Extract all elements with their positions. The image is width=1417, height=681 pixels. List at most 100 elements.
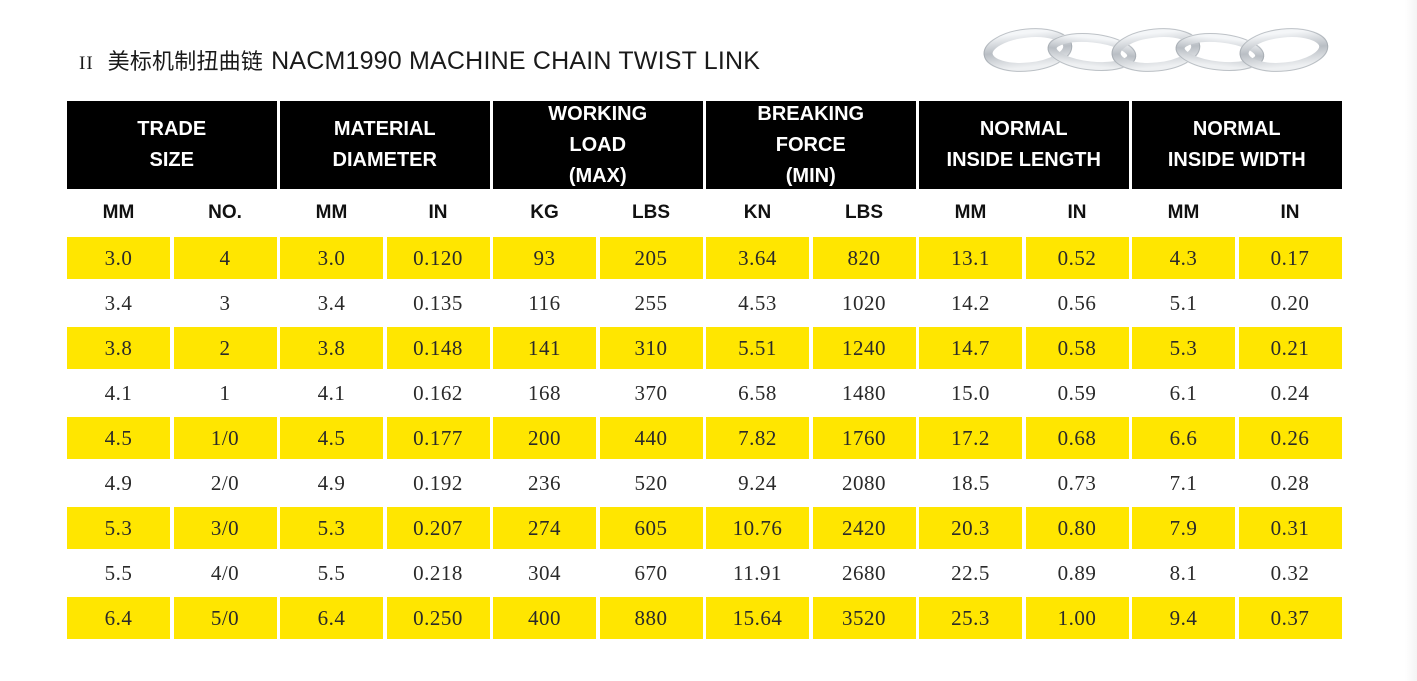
table-cell: 5.3 (67, 507, 170, 549)
table-cell: 3.0 (67, 237, 170, 279)
table-cell: 4.5 (280, 417, 383, 459)
table-cell: 14.7 (919, 327, 1022, 369)
table-cell: 3520 (812, 597, 916, 639)
table-cell: 2 (173, 327, 277, 369)
table-cell: 4.1 (104, 380, 133, 405)
table-cell: 0.58 (1025, 327, 1129, 369)
table-cell: 5.5 (317, 560, 346, 585)
table-cell: 370 (634, 380, 668, 405)
table-cell: 440 (599, 417, 703, 459)
table-cell: 0.80 (1025, 507, 1129, 549)
header-line: NORMAL (1192, 118, 1281, 140)
table-cell: 0.20 (1270, 290, 1310, 315)
chain-link-outline (1047, 33, 1137, 71)
table-cell: 0.177 (386, 417, 490, 459)
header-line: BREAKING (757, 102, 865, 125)
table-cell: 3.0 (280, 237, 383, 279)
unit-header: IN (1067, 202, 1087, 223)
table-cell: 0.250 (386, 597, 490, 639)
page-title: II 美标机制扭曲链 NACM1990 MACHINE CHAIN TWIST LI… (79, 44, 760, 76)
table-cell: 17.2 (919, 417, 1022, 459)
table-cell: 1/0 (173, 417, 277, 459)
table-cell: 3.8 (67, 327, 170, 369)
table-cell: 1.00 (1025, 597, 1129, 639)
table-cell: 4 (173, 237, 277, 279)
table-cell: 0.89 (1057, 560, 1097, 585)
table-cell: 0.21 (1238, 327, 1342, 369)
page-edge-shadow (1405, 0, 1417, 681)
table-cell: 0.218 (413, 560, 463, 585)
header-line: SIZE (149, 149, 194, 171)
unit-header: NO. (208, 202, 242, 223)
table-cell: 20.3 (919, 507, 1022, 549)
table-cell: 880 (599, 597, 703, 639)
table-cell: 200 (493, 417, 596, 459)
table-cell: 9.4 (1132, 597, 1235, 639)
table-cell: 4/0 (210, 560, 240, 585)
table-cell: 5.1 (1169, 290, 1198, 315)
header-line: (MAX) (568, 164, 627, 187)
header-group: NORMAL INSIDE LENGTH (919, 101, 1129, 189)
table-cell: 0.192 (413, 470, 463, 495)
chain-link-outline (983, 28, 1073, 72)
table-cell: 0.162 (413, 380, 463, 405)
chain-link (1111, 28, 1201, 72)
header-line: NORMAL (979, 118, 1068, 140)
table-cell: 3.4 (317, 290, 346, 315)
unit-header: IN (428, 202, 448, 223)
table-cell: 6.1 (1169, 380, 1198, 405)
table-cell: 15.64 (706, 597, 809, 639)
table-cell: 2680 (842, 560, 886, 585)
unit-header: KN (743, 202, 772, 223)
table-cell: 9.24 (738, 470, 777, 495)
unit-header: KG (530, 202, 559, 223)
table-cell: 820 (812, 237, 916, 279)
header-line: DIAMETER (332, 149, 437, 171)
table-cell: 0.52 (1025, 237, 1129, 279)
unit-header: LBS (632, 202, 670, 223)
table-cell: 168 (528, 380, 561, 405)
header-group: WORKING LOAD (MAX) (493, 101, 703, 189)
table-cell: 18.5 (951, 470, 990, 495)
header-line: WORKING (548, 102, 648, 125)
table-cell: 255 (634, 290, 668, 315)
table-cell: 0.68 (1025, 417, 1129, 459)
table-cell: 670 (634, 560, 668, 585)
table-cell: 5.3 (1132, 327, 1235, 369)
header-group: TRADE SIZE (67, 101, 277, 189)
table-cell: 0.207 (386, 507, 490, 549)
table-cell: 6.58 (738, 380, 777, 405)
table-cell: 1 (219, 380, 231, 405)
table-cell: 7.9 (1132, 507, 1235, 549)
table-cell: 5.3 (280, 507, 383, 549)
table-cell: 4.9 (104, 470, 133, 495)
table-cell: 4.9 (317, 470, 346, 495)
table-cell: 3.4 (104, 290, 133, 315)
table-cell: 1480 (842, 380, 886, 405)
table-cell: 6.4 (280, 597, 383, 639)
table-cell: 0.59 (1057, 380, 1097, 405)
table-cell: 141 (493, 327, 596, 369)
table-cell: 0.135 (413, 290, 463, 315)
table-cell: 3.8 (280, 327, 383, 369)
chain-link-outline (1111, 28, 1201, 72)
table-cell: 0.24 (1270, 380, 1310, 405)
unit-header: MM (1167, 202, 1200, 223)
unit-header: MM (954, 202, 987, 223)
table-cell: 0.17 (1238, 237, 1342, 279)
table-cell: 4.1 (317, 380, 346, 405)
table-cell: 4.3 (1132, 237, 1235, 279)
header-line: (MIN) (785, 164, 836, 187)
chain-link (1239, 28, 1329, 72)
table-cell: 2080 (842, 470, 886, 495)
table-cell: 0.148 (386, 327, 490, 369)
table-cell: 5.5 (104, 560, 133, 585)
table-cell: 5/0 (173, 597, 277, 639)
table-cell: 0.56 (1057, 290, 1097, 315)
table-cell: 116 (528, 290, 561, 315)
table-cell: 3/0 (173, 507, 277, 549)
table-cell: 10.76 (706, 507, 809, 549)
table-cell: 2/0 (210, 470, 240, 495)
header-group: BREAKING FORCE (MIN) (706, 101, 916, 189)
table-cell: 15.0 (951, 380, 990, 405)
